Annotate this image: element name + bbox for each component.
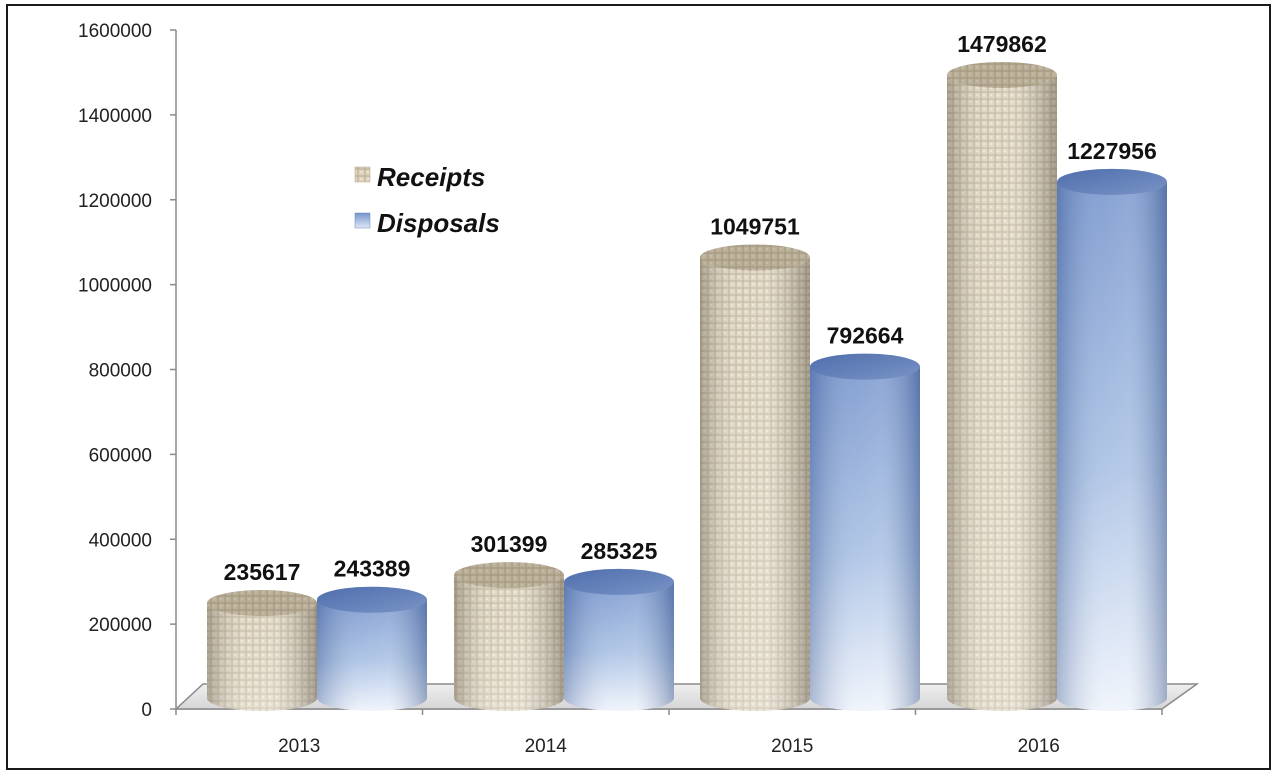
x-tick-label: 2015 (771, 736, 813, 757)
bar-body-shade (564, 581, 674, 711)
x-tick-label: 2013 (278, 736, 320, 757)
y-tick-label: 1200000 (78, 191, 152, 212)
bars (207, 61, 1167, 711)
bar-top-shade (317, 586, 427, 613)
bar-top (947, 61, 1057, 88)
bar-top (700, 244, 810, 271)
bar-disposals-2016 (1057, 168, 1167, 711)
bar-body-shade (700, 257, 810, 711)
x-tick-label: 2014 (525, 736, 568, 757)
y-tick-label: 200000 (89, 615, 152, 636)
bar-top-shade (454, 562, 564, 589)
bar-top-shade (947, 61, 1057, 88)
data-label-receipts-2016: 1479862 (957, 31, 1047, 57)
bar-top-shade (700, 244, 810, 271)
bar-top (1057, 168, 1167, 195)
y-tick-label: 800000 (89, 361, 152, 382)
bar-disposals-2015 (810, 353, 920, 711)
bar-top-shade (1057, 168, 1167, 195)
bar-top (317, 586, 427, 613)
data-label-receipts-2014: 301399 (471, 531, 548, 557)
bar-body-shade (207, 603, 317, 711)
y-tick-label: 1400000 (78, 106, 152, 127)
bar-body-shade (1057, 181, 1167, 711)
legend-swatch-receipts (354, 166, 371, 183)
bar-disposals-2014 (564, 568, 674, 711)
bar-top-shade (564, 568, 674, 595)
bar-top-shade (207, 590, 317, 617)
legend: Receipts Disposals (354, 162, 500, 238)
bar-receipts-2014 (454, 562, 564, 711)
bar-body-shade (947, 74, 1057, 711)
data-label-disposals-2016: 1227956 (1067, 138, 1157, 164)
data-label-receipts-2015: 1049751 (710, 214, 800, 240)
bar-top (564, 568, 674, 595)
x-tick-label: 2016 (1018, 736, 1060, 757)
bar-receipts-2015 (700, 244, 810, 711)
y-tick-label: 0 (141, 700, 152, 721)
legend-label-disposals: Disposals (377, 208, 500, 238)
data-label-disposals-2013: 243389 (334, 556, 411, 582)
floor-plane (174, 683, 1200, 710)
y-tick-label: 1000000 (78, 276, 152, 297)
bar-body-shade (317, 599, 427, 711)
chart-floor (174, 683, 1200, 710)
data-labels: 235617 243389 301399 285325 1049751 792664 147… (224, 31, 1157, 585)
data-label-disposals-2015: 792664 (827, 323, 904, 349)
y-tick-label: 1600000 (78, 21, 152, 42)
legend-label-receipts: Receipts (377, 162, 485, 192)
data-label-disposals-2014: 285325 (581, 538, 658, 564)
legend-swatch-disposals (354, 212, 371, 229)
y-tick-label: 400000 (89, 530, 152, 551)
bar-top (810, 353, 920, 380)
data-label-receipts-2013: 235617 (224, 559, 301, 585)
bar-body-shade (454, 575, 564, 711)
bar-top (454, 562, 564, 589)
bar-receipts-2013 (207, 590, 317, 711)
bar-top-shade (810, 353, 920, 380)
bar-top (207, 590, 317, 617)
bar-receipts-2016 (947, 61, 1057, 711)
bar-body-shade (810, 366, 920, 711)
bar-disposals-2013 (317, 586, 427, 711)
y-tick-label: 600000 (89, 445, 152, 466)
